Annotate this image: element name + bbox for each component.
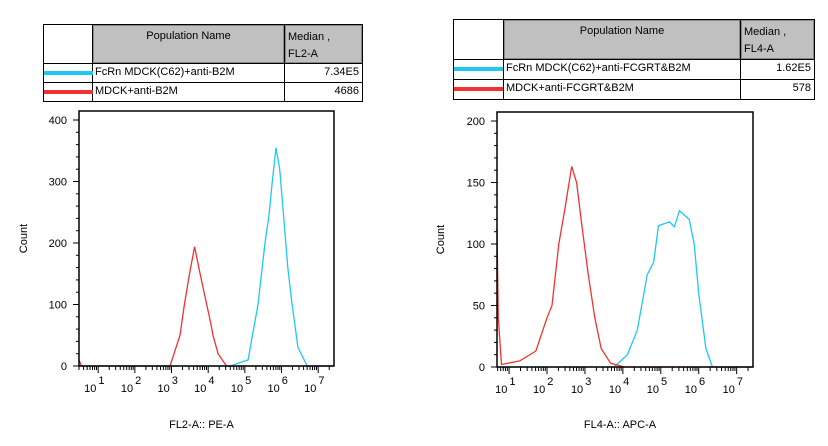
y-tick-label: 200 bbox=[467, 116, 485, 128]
y-tick-label: 150 bbox=[467, 178, 485, 190]
median-value: 1.62E5 bbox=[776, 62, 811, 74]
legend-table-fl4: Population Name Median , FL4-A FcRn MDCK… bbox=[453, 19, 815, 100]
median-value: 7.34E5 bbox=[324, 66, 359, 78]
population-name: MDCK+anti-FCGRT&B2M bbox=[506, 82, 634, 94]
x-tick-exponent: 1 bbox=[98, 375, 104, 387]
legend-table-fl2: Population Name Median , FL2-A FcRn MDCK… bbox=[43, 24, 363, 102]
population-name: MDCK+anti-B2M bbox=[95, 85, 178, 97]
x-tick-label: 104 bbox=[609, 376, 629, 396]
x-tick-exponent: 3 bbox=[172, 375, 178, 387]
histogram-series-red bbox=[78, 246, 334, 367]
header-median-line1: Median , bbox=[744, 26, 787, 38]
x-axis-label: FL2-A:: PE-A bbox=[169, 419, 234, 431]
median-value: 578 bbox=[792, 82, 811, 94]
x-tick-label: 106 bbox=[685, 376, 705, 396]
legend-swatch-cyan bbox=[454, 67, 503, 71]
x-tick-label: 107 bbox=[723, 376, 743, 396]
x-tick-exponent: 1 bbox=[509, 376, 515, 388]
population-name: FcRn MDCK(C62)+anti-B2M bbox=[95, 66, 235, 78]
x-tick-label: 104 bbox=[194, 375, 214, 395]
x-tick-exponent: 5 bbox=[245, 375, 251, 387]
header-population-name: Population Name bbox=[504, 20, 740, 59]
y-tick-label: 0 bbox=[479, 362, 485, 374]
histogram-series-cyan bbox=[497, 209, 753, 368]
x-tick-label: 102 bbox=[121, 375, 141, 395]
y-axis-label: Count bbox=[18, 224, 30, 253]
x-tick-exponent: 2 bbox=[547, 376, 553, 388]
histogram-chart-2: 050100150200101102103104105106107FL4-A::… bbox=[435, 111, 754, 431]
x-tick-base: 10 bbox=[685, 384, 697, 396]
histogram-series-cyan bbox=[79, 147, 334, 367]
population-name: FcRn MDCK(C62)+anti-FCGRT&B2M bbox=[506, 62, 691, 74]
x-tick-exponent: 4 bbox=[623, 376, 629, 388]
x-tick-exponent: 6 bbox=[699, 376, 705, 388]
x-tick-label: 101 bbox=[495, 376, 515, 396]
y-tick-label: 400 bbox=[49, 115, 67, 127]
x-tick-exponent: 4 bbox=[208, 375, 214, 387]
x-tick-exponent: 5 bbox=[661, 376, 667, 388]
x-tick-base: 10 bbox=[533, 384, 545, 396]
x-tick-base: 10 bbox=[609, 384, 621, 396]
y-tick-label: 100 bbox=[49, 300, 67, 312]
x-axis-label: FL4-A:: APC-A bbox=[584, 419, 657, 431]
y-tick-label: 50 bbox=[473, 301, 485, 313]
header-median-line2: FL2-A bbox=[288, 48, 318, 60]
legend-swatch-cyan bbox=[44, 71, 93, 75]
plot-frame bbox=[496, 111, 754, 368]
x-tick-base: 10 bbox=[231, 383, 243, 395]
x-tick-base: 10 bbox=[121, 383, 133, 395]
x-tick-label: 101 bbox=[84, 375, 104, 395]
header-median-line2: FL4-A bbox=[744, 43, 774, 55]
histogram-chart-1: 0100200300400101102103104105106107FL2-A:… bbox=[18, 110, 335, 431]
y-tick-label: 100 bbox=[467, 239, 485, 251]
y-tick-label: 300 bbox=[49, 177, 67, 189]
histogram-series-red bbox=[496, 166, 753, 368]
x-tick-label: 106 bbox=[268, 375, 288, 395]
header-median: Median , FL2-A bbox=[285, 25, 362, 63]
x-tick-base: 10 bbox=[723, 384, 735, 396]
y-tick-label: 200 bbox=[49, 238, 67, 250]
x-tick-base: 10 bbox=[304, 383, 316, 395]
x-tick-label: 105 bbox=[647, 376, 667, 396]
legend-swatch-red bbox=[44, 90, 93, 94]
x-tick-base: 10 bbox=[495, 384, 507, 396]
x-tick-exponent: 2 bbox=[135, 375, 141, 387]
x-tick-label: 103 bbox=[571, 376, 591, 396]
header-population-name: Population Name bbox=[93, 25, 284, 63]
x-tick-base: 10 bbox=[571, 384, 583, 396]
x-tick-label: 107 bbox=[304, 375, 324, 395]
x-tick-label: 105 bbox=[231, 375, 251, 395]
x-tick-label: 102 bbox=[533, 376, 553, 396]
y-axis-label: Count bbox=[435, 225, 447, 254]
x-tick-base: 10 bbox=[158, 383, 170, 395]
x-tick-exponent: 6 bbox=[282, 375, 288, 387]
x-tick-base: 10 bbox=[647, 384, 659, 396]
legend-swatch-red bbox=[454, 87, 503, 91]
y-tick-label: 0 bbox=[61, 361, 67, 373]
x-tick-label: 103 bbox=[158, 375, 178, 395]
x-tick-base: 10 bbox=[194, 383, 206, 395]
header-median-line1: Median , bbox=[288, 31, 331, 43]
x-tick-exponent: 7 bbox=[737, 376, 743, 388]
median-value: 4686 bbox=[334, 85, 359, 97]
x-tick-exponent: 7 bbox=[318, 375, 324, 387]
x-tick-exponent: 3 bbox=[585, 376, 591, 388]
header-median: Median , FL4-A bbox=[741, 20, 814, 59]
x-tick-base: 10 bbox=[268, 383, 280, 395]
x-tick-base: 10 bbox=[84, 383, 96, 395]
